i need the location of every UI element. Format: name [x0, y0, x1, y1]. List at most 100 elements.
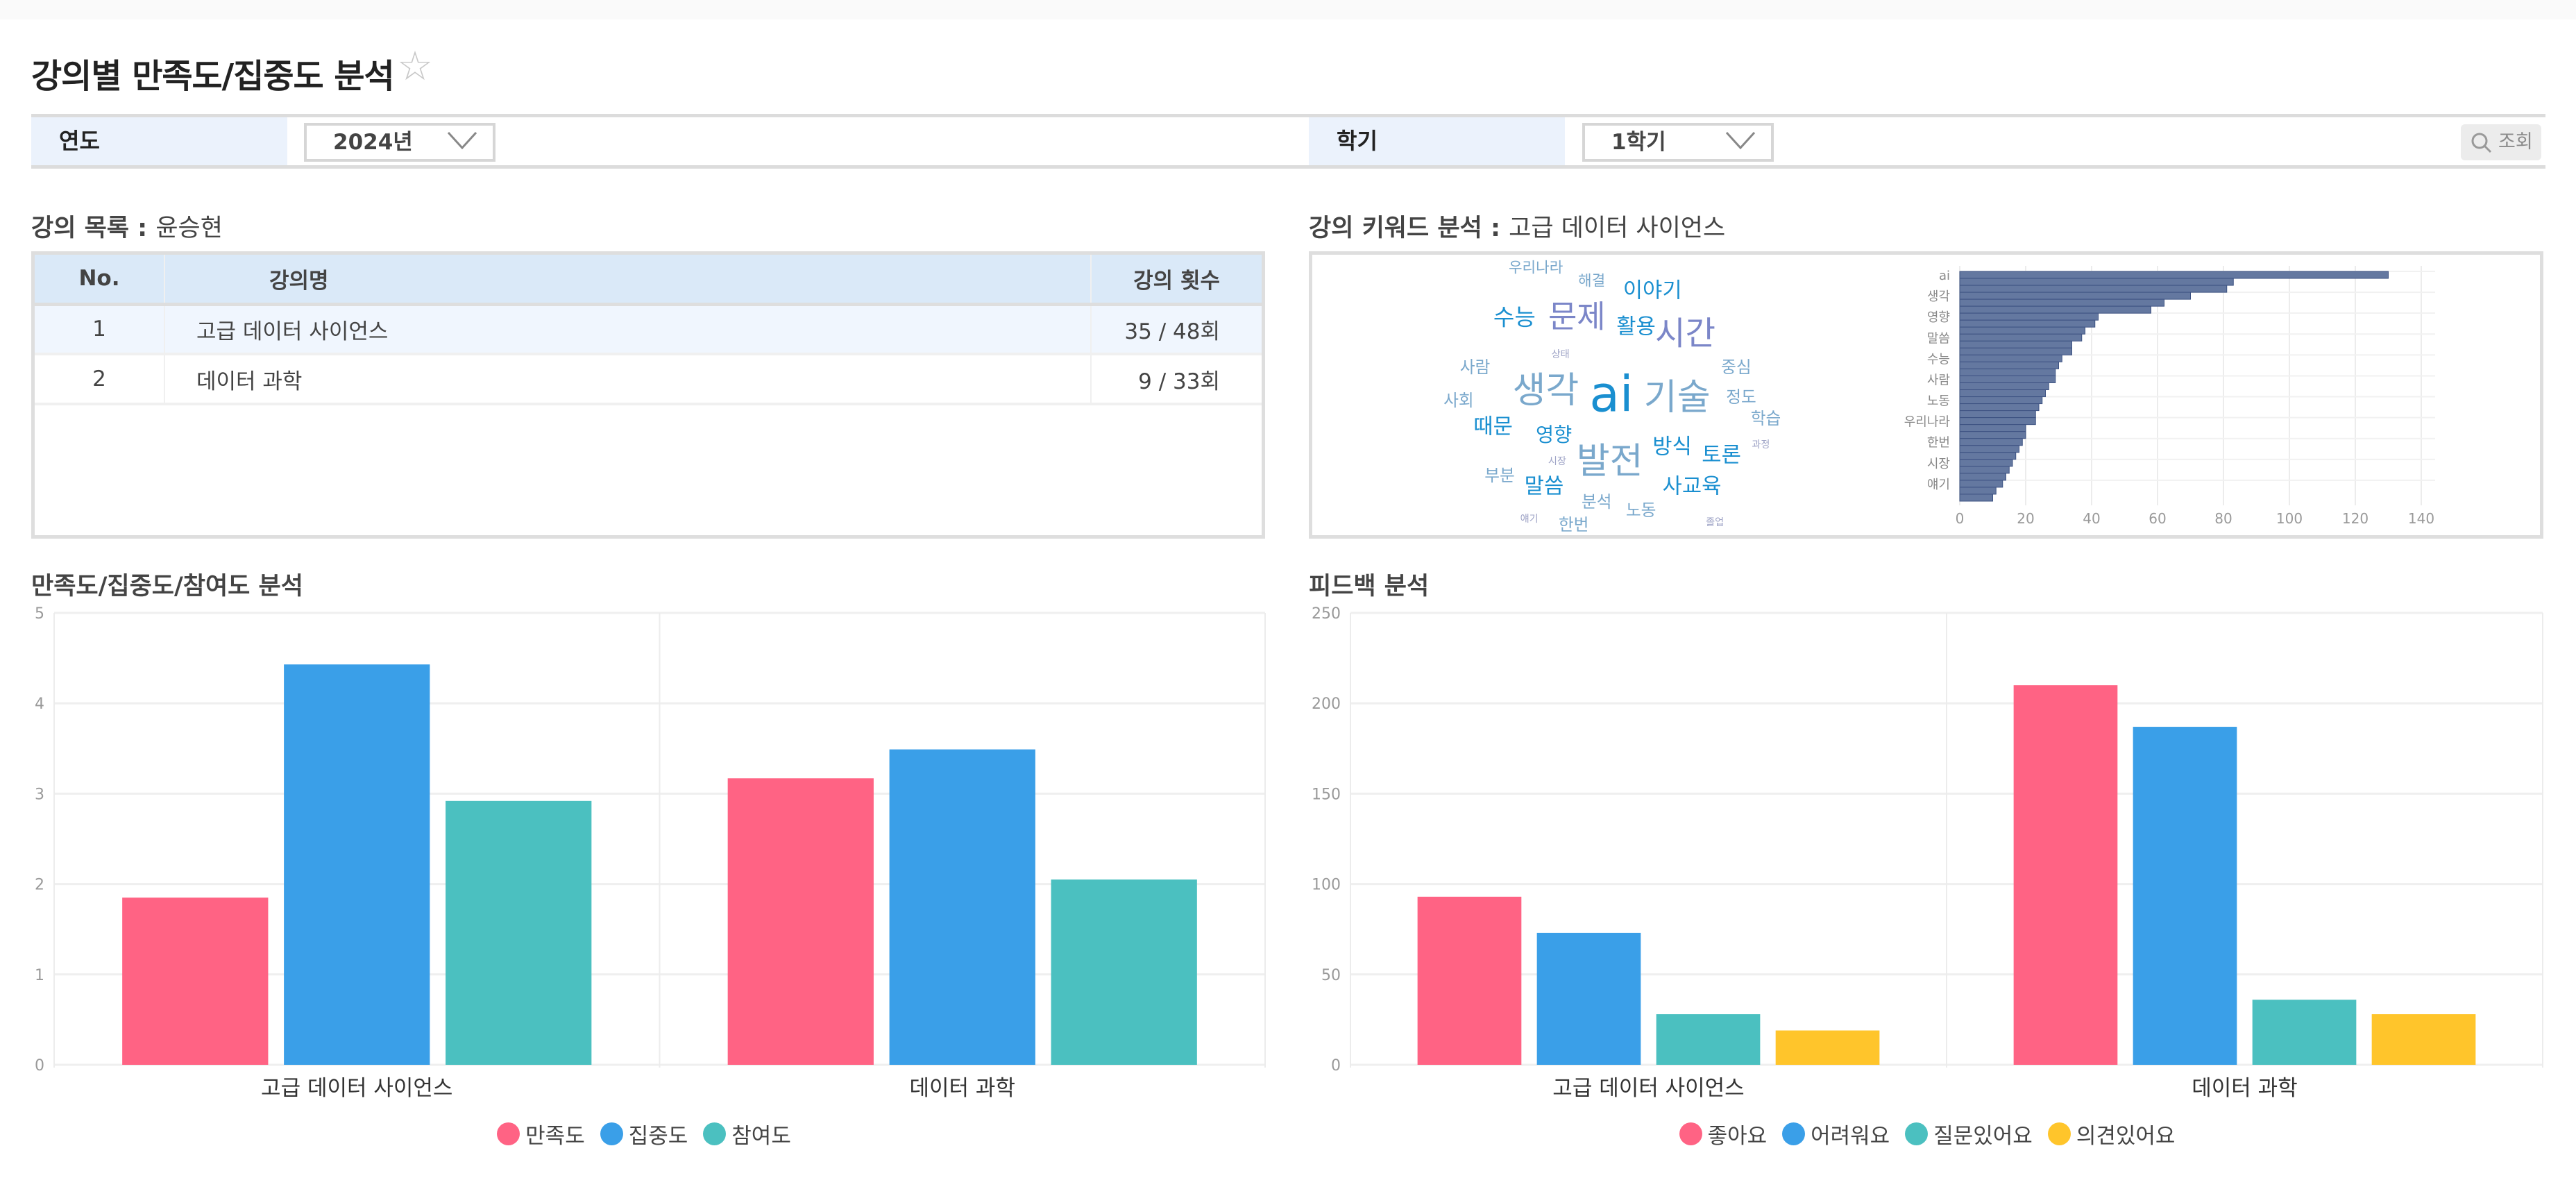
legend-dot-icon: [1782, 1122, 1806, 1145]
y-tick-label: 우리나라: [1904, 415, 1951, 430]
semester-select[interactable]: 1학기: [1582, 123, 1774, 162]
x-category-label: 데이터 과학: [910, 1076, 1015, 1101]
y-tick-label: 영향: [1927, 310, 1950, 325]
bar: [1959, 410, 2036, 419]
row-no: 1: [35, 304, 165, 355]
bar: [1959, 271, 2389, 279]
legend-item[interactable]: 만족도: [497, 1118, 585, 1149]
row-no: 2: [35, 354, 165, 405]
y-tick-label: 200: [1312, 696, 1341, 713]
word-cloud-word: 말씀: [1524, 473, 1564, 499]
y-tick-label: 0: [35, 1057, 44, 1075]
row-name: 고급 데이터 사이언스: [164, 304, 1091, 355]
legend-item[interactable]: 질문있어요: [1905, 1118, 2033, 1149]
y-tick-label: 시장: [1927, 457, 1950, 471]
bar: [1959, 417, 2036, 426]
bar: [727, 778, 874, 1065]
bar: [1959, 473, 2006, 481]
legend-item[interactable]: 집중도: [600, 1118, 688, 1149]
word-cloud-word: 한번: [1558, 515, 1589, 535]
legend-dot-icon: [1905, 1122, 1929, 1145]
bar: [1959, 445, 2019, 453]
word-cloud-word: 방식: [1652, 434, 1692, 460]
bar: [1959, 466, 2010, 474]
chevron-down-icon: [1725, 131, 1756, 149]
bar: [1959, 278, 2234, 286]
word-cloud-word: 사람: [1459, 357, 1491, 378]
year-select[interactable]: 2024년: [304, 123, 495, 162]
y-tick-label: 5: [35, 605, 44, 623]
legend-label: 의견있어요: [2076, 1124, 2176, 1149]
keyword-title: 강의 키워드 분석 : 고급 데이터 사이언스: [1309, 208, 1725, 244]
bar: [284, 664, 430, 1065]
word-cloud-word: 시장: [1548, 456, 1566, 468]
search-button[interactable]: 조회: [2461, 124, 2541, 160]
x-category-label: 고급 데이터 사이언스: [1552, 1076, 1744, 1101]
feedback-chart-title: 피드백 분석: [1309, 573, 1430, 600]
x-tick-label: 60: [2149, 510, 2166, 527]
legend-item[interactable]: 의견있어요: [2047, 1118, 2176, 1149]
row-name: 데이터 과학: [164, 354, 1091, 405]
keyword-course-name: 고급 데이터 사이언스: [1509, 214, 1726, 242]
word-cloud-word: 정도: [1726, 387, 1756, 407]
legend-dot-icon: [2047, 1122, 2071, 1145]
legend-item[interactable]: 참여도: [703, 1118, 791, 1149]
word-cloud-word: 기술: [1643, 376, 1711, 419]
word-cloud-word: 토론: [1702, 442, 1741, 468]
y-tick-label: 말씀: [1927, 331, 1950, 346]
bar: [1959, 368, 2056, 376]
x-tick-label: 20: [2017, 510, 2034, 527]
feedback-chart: 0 50 100 150 200 250 고급 데이터 사이언스 데이터 과학: [1312, 605, 2543, 1101]
satisfaction-chart-title: 만족도/집중도/참여도 분석: [31, 573, 303, 600]
search-icon: [2471, 133, 2492, 153]
x-tick-label: 120: [2342, 510, 2369, 527]
y-tick-label: 생각: [1927, 289, 1950, 304]
word-cloud-word: 발전: [1576, 441, 1643, 483]
x-tick-label: 80: [2214, 510, 2232, 527]
bar: [889, 749, 1035, 1065]
course-table: No. 강의명 강의 횟수 1 고급 데이터 사이언스 35 / 48회 2 데…: [35, 255, 1262, 405]
bar: [1959, 382, 2049, 391]
word-cloud-word: 분석: [1581, 492, 1612, 512]
star-outline-icon[interactable]: ☆: [397, 42, 433, 90]
table-row[interactable]: 1 고급 데이터 사이언스 35 / 48회: [35, 304, 1262, 355]
bar: [1959, 487, 1997, 495]
bar: [1536, 932, 1641, 1065]
word-cloud-word: 중심: [1721, 357, 1752, 378]
bar: [2013, 685, 2118, 1065]
bar: [1959, 305, 2151, 314]
y-tick-label: 4: [35, 696, 44, 713]
word-cloud-word: 시간: [1654, 314, 1716, 353]
bar: [1417, 896, 1522, 1065]
word-cloud-word: 수능: [1493, 303, 1536, 331]
legend-item[interactable]: 어려워요: [1782, 1118, 1890, 1149]
legend-dot-icon: [600, 1122, 623, 1145]
satisfaction-legend: 만족도 집중도 참여도: [0, 1118, 1288, 1149]
x-tick-label: 100: [2276, 510, 2303, 527]
table-row[interactable]: 2 데이터 과학 9 / 33회: [35, 354, 1262, 405]
bar: [1959, 326, 2085, 335]
bar: [1959, 459, 2013, 467]
bar: [1959, 333, 2083, 342]
bar: [1959, 298, 2164, 307]
word-cloud-word: 노동: [1625, 500, 1656, 521]
word-cloud-word: 문제: [1548, 298, 1606, 335]
top-strip: [0, 0, 2576, 19]
legend-item[interactable]: 좋아요: [1679, 1118, 1767, 1149]
legend-label: 어려워요: [1811, 1124, 1890, 1149]
word-cloud-word: 해결: [1578, 272, 1606, 290]
bar: [1959, 480, 2003, 488]
bar: [1775, 1030, 1880, 1065]
filter-bar: 연도 2024년 학기 1학기 조회: [31, 114, 2545, 169]
word-cloud-word: 생각: [1512, 370, 1579, 412]
y-tick-label: 수능: [1927, 352, 1950, 367]
y-tick-label: 50: [1321, 967, 1341, 984]
y-tick-label: 250: [1312, 605, 1341, 623]
y-tick-label: 150: [1312, 786, 1341, 803]
semester-select-value: 1학기: [1611, 130, 1666, 155]
x-tick-label: 0: [1956, 510, 1965, 527]
bar: [2252, 1000, 2357, 1065]
y-tick-label: 0: [1331, 1057, 1341, 1075]
keyword-frequency-chart: 0 20 40 60 80 100 120 140 ai 생각영향말씀수능사람노동우리나라한번시장…: [1904, 266, 2435, 527]
x-category-label: 데이터 과학: [2192, 1076, 2297, 1101]
